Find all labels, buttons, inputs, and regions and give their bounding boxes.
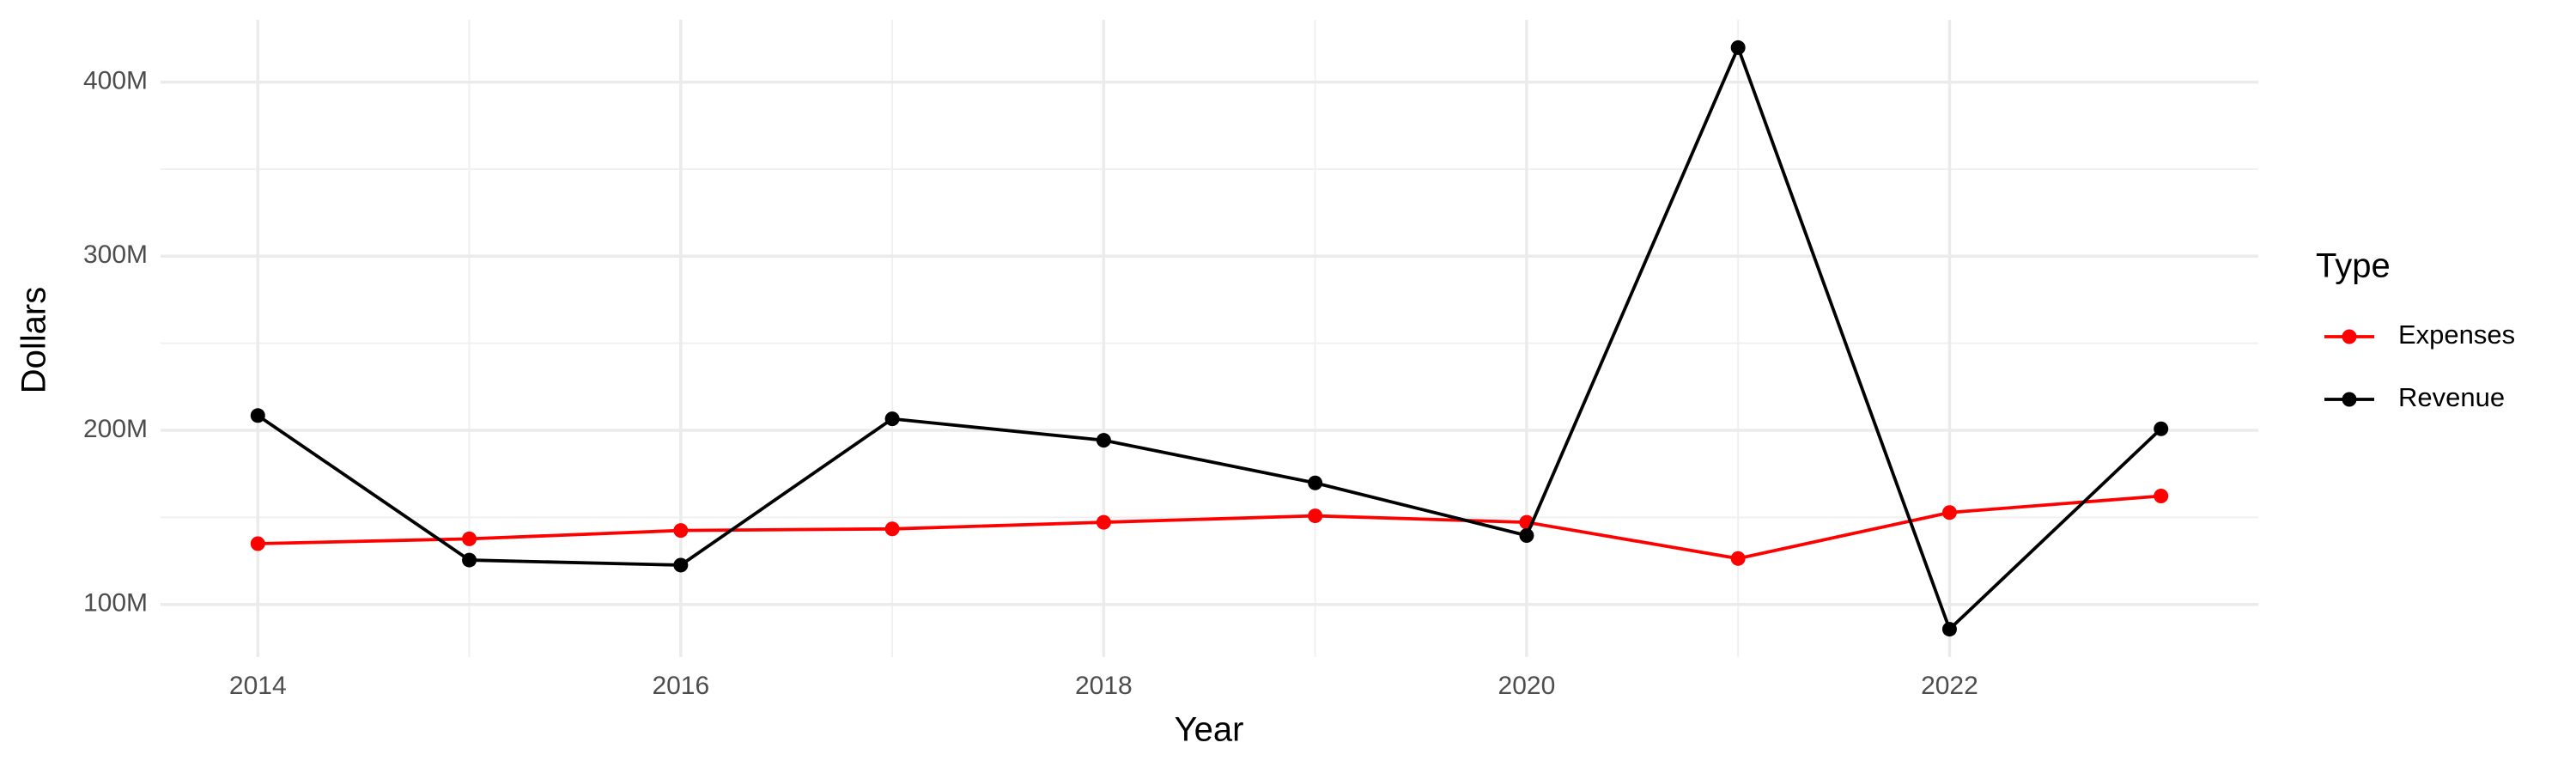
data-point <box>1941 622 1957 637</box>
data-point <box>1096 433 1111 448</box>
legend-label: Expenses <box>2398 320 2515 350</box>
legend-title: Type <box>2316 247 2391 285</box>
plot-area <box>250 40 2169 637</box>
x-tick-label: 2020 <box>1498 672 1556 700</box>
data-point <box>1941 505 1957 520</box>
data-point <box>1730 40 1746 55</box>
data-point <box>1096 514 1111 530</box>
y-tick-label: 200M <box>83 415 148 443</box>
x-tick-label: 2016 <box>652 672 709 700</box>
data-point <box>673 523 689 539</box>
data-point <box>1730 551 1746 566</box>
data-point <box>2154 421 2169 436</box>
x-tick-label: 2018 <box>1075 672 1133 700</box>
data-point <box>673 557 689 573</box>
data-point <box>250 536 265 551</box>
data-point <box>462 552 477 568</box>
series-line <box>258 494 2161 561</box>
x-axis-title: Year <box>1175 711 1244 749</box>
legend-key-point <box>2342 329 2357 344</box>
data-point <box>1308 475 1323 490</box>
data-point <box>1519 527 1534 543</box>
legend-label: Revenue <box>2398 382 2505 412</box>
data-point <box>884 411 900 427</box>
series-line <box>257 43 2163 632</box>
x-tick-label: 2014 <box>229 672 287 700</box>
legend-key-point <box>2342 392 2357 407</box>
y-axis-title: Dollars <box>15 287 53 393</box>
grid <box>161 20 2258 657</box>
data-point <box>884 521 900 537</box>
data-point <box>462 531 477 546</box>
x-tick-label: 2022 <box>1921 672 1978 700</box>
y-tick-label: 100M <box>83 589 148 618</box>
data-point <box>250 408 265 423</box>
data-point <box>2154 488 2169 503</box>
data-point <box>1308 508 1323 524</box>
y-tick-label: 300M <box>83 240 148 269</box>
y-tick-label: 400M <box>83 67 148 95</box>
